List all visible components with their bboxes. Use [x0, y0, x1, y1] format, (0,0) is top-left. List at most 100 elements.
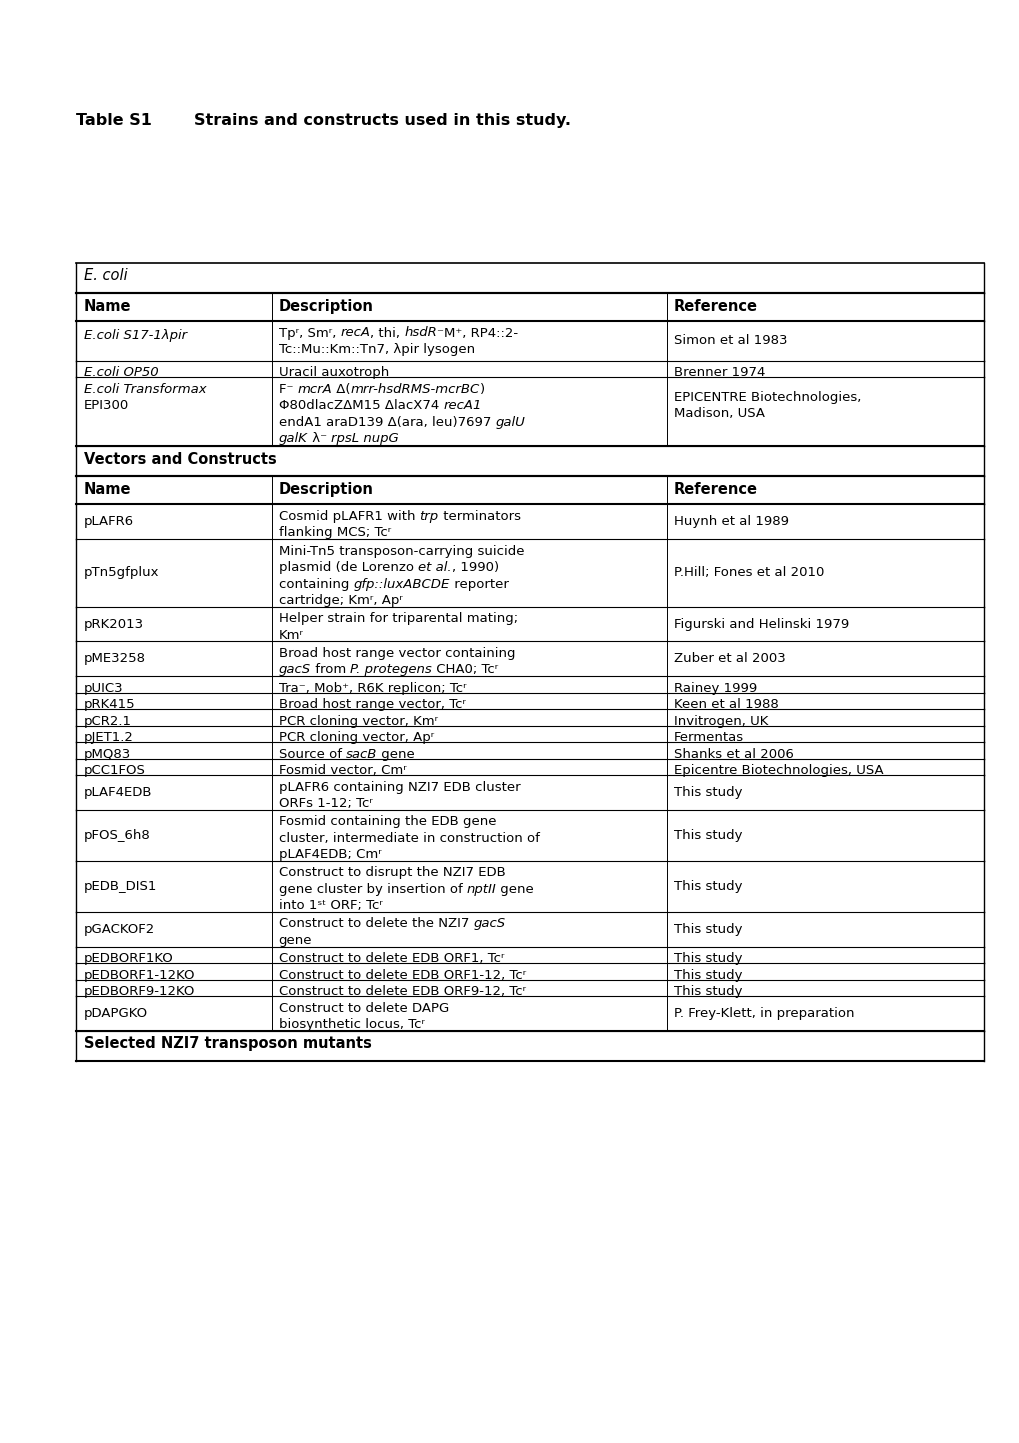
Text: , thi,: , thi, — [370, 326, 405, 339]
Text: Reference: Reference — [673, 299, 757, 313]
Text: Invitrogen, UK: Invitrogen, UK — [673, 714, 767, 727]
Text: Madison, USA: Madison, USA — [673, 407, 764, 420]
Text: E. coli: E. coli — [84, 268, 127, 283]
Text: Tra⁻, Mob⁺, R6K replicon; Tcʳ: Tra⁻, Mob⁺, R6K replicon; Tcʳ — [278, 681, 466, 694]
Text: ORFs 1-12; Tcʳ: ORFs 1-12; Tcʳ — [278, 797, 372, 810]
Text: P. protegens: P. protegens — [350, 664, 432, 677]
Text: Fosmid containing the EDB gene: Fosmid containing the EDB gene — [278, 815, 495, 828]
Text: P. Frey-Klett, in preparation: P. Frey-Klett, in preparation — [673, 1007, 853, 1020]
Text: hsdR: hsdR — [405, 326, 437, 339]
Text: Broad host range vector containing: Broad host range vector containing — [278, 646, 515, 659]
Text: Vectors and Constructs: Vectors and Constructs — [84, 452, 276, 468]
Text: pMQ83: pMQ83 — [84, 747, 130, 760]
Text: plasmid (de Lorenzo: plasmid (de Lorenzo — [278, 561, 418, 574]
Text: This study: This study — [673, 968, 742, 981]
Text: mcrA: mcrA — [298, 382, 332, 395]
Text: gene: gene — [377, 747, 415, 760]
Text: from: from — [311, 664, 350, 677]
Text: E.coli Transformax: E.coli Transformax — [84, 382, 206, 395]
Text: Kmʳ: Kmʳ — [278, 629, 304, 642]
Text: mrr-hsdRMS-mcrBC: mrr-hsdRMS-mcrBC — [351, 382, 480, 395]
Text: Construct to delete DAPG: Construct to delete DAPG — [278, 1001, 448, 1014]
Text: Table S1: Table S1 — [76, 113, 152, 128]
Text: This study: This study — [673, 786, 742, 799]
Text: into 1ˢᵗ ORF; Tcʳ: into 1ˢᵗ ORF; Tcʳ — [278, 899, 382, 912]
Text: gene: gene — [278, 934, 312, 947]
Text: Selected NZI7 transposon mutants: Selected NZI7 transposon mutants — [84, 1036, 371, 1052]
Text: Mini-Tn5 transposon-carrying suicide: Mini-Tn5 transposon-carrying suicide — [278, 544, 524, 557]
Text: Strains and constructs used in this study.: Strains and constructs used in this stud… — [195, 113, 571, 128]
Text: EPI300: EPI300 — [84, 400, 128, 413]
Text: gacS: gacS — [278, 664, 311, 677]
Text: Tpʳ, Smʳ,: Tpʳ, Smʳ, — [278, 326, 340, 339]
Text: Rainey 1999: Rainey 1999 — [673, 681, 756, 694]
Text: galK: galK — [278, 431, 308, 444]
Text: This study: This study — [673, 952, 742, 965]
Text: Construct to delete the NZI7: Construct to delete the NZI7 — [278, 918, 473, 931]
Text: P.Hill; Fones et al 2010: P.Hill; Fones et al 2010 — [673, 566, 823, 580]
Text: Epicentre Biotechnologies, USA: Epicentre Biotechnologies, USA — [673, 763, 882, 776]
Text: E.coli S17-1λpir: E.coli S17-1λpir — [84, 329, 186, 342]
Text: cluster, intermediate in construction of: cluster, intermediate in construction of — [278, 831, 539, 844]
Text: sacB: sacB — [345, 747, 377, 760]
Text: Figurski and Helinski 1979: Figurski and Helinski 1979 — [673, 618, 848, 631]
Text: Fermentas: Fermentas — [673, 732, 743, 745]
Text: PCR cloning vector, Apʳ: PCR cloning vector, Apʳ — [278, 732, 433, 745]
Text: pDAPGKO: pDAPGKO — [84, 1007, 148, 1020]
Text: cartridge; Kmʳ, Apʳ: cartridge; Kmʳ, Apʳ — [278, 595, 403, 608]
Text: pEDB_DIS1: pEDB_DIS1 — [84, 880, 157, 893]
Text: pLAF4EDB; Cmʳ: pLAF4EDB; Cmʳ — [278, 848, 381, 861]
Text: biosynthetic locus, Tcʳ: biosynthetic locus, Tcʳ — [278, 1019, 424, 1032]
Text: pLAFR6: pLAFR6 — [84, 515, 133, 528]
Text: endA1 araD139 Δ(ara, leu)7697: endA1 araD139 Δ(ara, leu)7697 — [278, 416, 495, 429]
Text: Simon et al 1983: Simon et al 1983 — [673, 335, 787, 348]
Text: pEDBORF9-12KO: pEDBORF9-12KO — [84, 986, 195, 999]
Text: Keen et al 1988: Keen et al 1988 — [673, 698, 777, 711]
Text: Helper strain for triparental mating;: Helper strain for triparental mating; — [278, 612, 518, 625]
Text: Shanks et al 2006: Shanks et al 2006 — [673, 747, 793, 760]
Text: nptII: nptII — [467, 883, 496, 896]
Text: pRK2013: pRK2013 — [84, 618, 144, 631]
Text: pUIC3: pUIC3 — [84, 681, 123, 694]
Text: pFOS_6h8: pFOS_6h8 — [84, 828, 150, 841]
Text: gene cluster by insertion of: gene cluster by insertion of — [278, 883, 467, 896]
Text: Δ(: Δ( — [332, 382, 351, 395]
Text: galU: galU — [495, 416, 525, 429]
Text: pCC1FOS: pCC1FOS — [84, 763, 146, 776]
Text: PCR cloning vector, Kmʳ: PCR cloning vector, Kmʳ — [278, 714, 437, 727]
Text: recA1: recA1 — [442, 400, 481, 413]
Text: F⁻: F⁻ — [278, 382, 298, 395]
Text: containing: containing — [278, 577, 353, 590]
Text: Uracil auxotroph: Uracil auxotroph — [278, 367, 388, 380]
Text: , 1990): , 1990) — [451, 561, 498, 574]
Text: terminators: terminators — [438, 509, 520, 522]
Text: pLAF4EDB: pLAF4EDB — [84, 786, 152, 799]
Text: λ⁻: λ⁻ — [308, 431, 330, 444]
Text: Tc::Mu::Km::Tn7, λpir lysogen: Tc::Mu::Km::Tn7, λpir lysogen — [278, 343, 474, 356]
Text: Construct to delete EDB ORF1, Tcʳ: Construct to delete EDB ORF1, Tcʳ — [278, 952, 503, 965]
Text: pTn5gfplux: pTn5gfplux — [84, 566, 159, 580]
Text: Construct to delete EDB ORF1-12, Tcʳ: Construct to delete EDB ORF1-12, Tcʳ — [278, 968, 526, 981]
Text: Construct to delete EDB ORF9-12, Tcʳ: Construct to delete EDB ORF9-12, Tcʳ — [278, 986, 525, 999]
Text: Name: Name — [84, 299, 130, 313]
Text: flanking MCS; Tcʳ: flanking MCS; Tcʳ — [278, 527, 390, 540]
Text: pCR2.1: pCR2.1 — [84, 714, 131, 727]
Text: Broad host range vector, Tcʳ: Broad host range vector, Tcʳ — [278, 698, 466, 711]
Text: Brenner 1974: Brenner 1974 — [673, 367, 764, 380]
Text: pEDBORF1-12KO: pEDBORF1-12KO — [84, 968, 195, 981]
Text: pGACKOF2: pGACKOF2 — [84, 922, 155, 935]
Text: et al.: et al. — [418, 561, 451, 574]
Text: This study: This study — [673, 880, 742, 893]
Text: This study: This study — [673, 986, 742, 999]
Text: Cosmid pLAFR1 with: Cosmid pLAFR1 with — [278, 509, 419, 522]
Text: ⁻M⁺, RP4::2-: ⁻M⁺, RP4::2- — [437, 326, 518, 339]
Text: pLAFR6 containing NZI7 EDB cluster: pLAFR6 containing NZI7 EDB cluster — [278, 781, 520, 794]
Text: Description: Description — [278, 482, 373, 496]
Text: This study: This study — [673, 828, 742, 841]
Text: recA: recA — [340, 326, 370, 339]
Text: gacS: gacS — [473, 918, 505, 931]
Text: CHA0; Tcʳ: CHA0; Tcʳ — [432, 664, 498, 677]
Text: Huynh et al 1989: Huynh et al 1989 — [673, 515, 788, 528]
Text: trp: trp — [419, 509, 438, 522]
Text: This study: This study — [673, 922, 742, 935]
